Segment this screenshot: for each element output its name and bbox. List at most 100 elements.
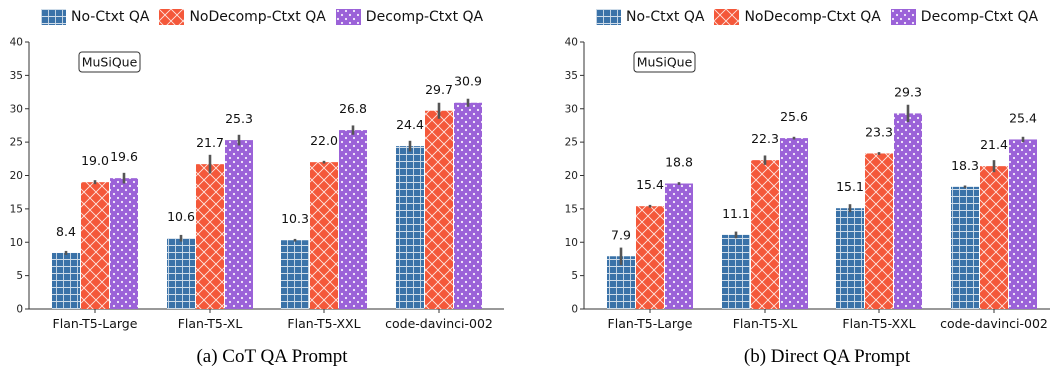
- value-label: 10.6: [167, 209, 195, 224]
- value-label: 26.8: [339, 101, 367, 116]
- value-label: 22.3: [751, 131, 779, 146]
- bar: [751, 160, 779, 309]
- value-label: 23.3: [865, 124, 893, 139]
- value-label: 7.9: [611, 227, 631, 242]
- legend-swatch-dots: [335, 9, 361, 25]
- legend-swatch-dots: [890, 9, 916, 25]
- legend-item-nodecomp: NoDecomp-Ctxt QA: [159, 9, 326, 25]
- bar: [951, 186, 979, 309]
- value-label: 21.7: [196, 135, 224, 150]
- dataset-annotation: MuSiQue: [633, 51, 696, 73]
- legend-swatch-crosshatch: [159, 9, 185, 25]
- x-tick-label: Flan-T5-XXL: [842, 316, 915, 331]
- y-tick-label: 15: [565, 203, 578, 215]
- value-label: 29.3: [894, 84, 922, 99]
- y-tick-label: 10: [10, 237, 23, 249]
- bar: [722, 234, 750, 309]
- y-tick-label: 20: [10, 170, 23, 182]
- value-label: 25.4: [1009, 110, 1037, 125]
- annotation-text: MuSiQue: [82, 55, 138, 70]
- value-label: 19.6: [110, 149, 138, 164]
- x-tick-label: Flan-T5-XL: [733, 316, 798, 331]
- legend-item-nodecomp: NoDecomp-Ctxt QA: [714, 9, 881, 25]
- legend-label: No-Ctxt QA: [71, 9, 150, 25]
- chart-panel-direct: 0 5 10 15 20 25 30 35 40 MuSiQue 7.9 15.418.8 Flan-T…: [565, 37, 1050, 331]
- bar: [607, 256, 635, 309]
- value-label: 19.0: [81, 153, 109, 168]
- legend-label: No-Ctxt QA: [626, 9, 705, 25]
- bar: [454, 102, 482, 310]
- y-tick-label: 5: [16, 270, 23, 282]
- x-tick-label: Flan-T5-Large: [608, 316, 693, 331]
- y-tick-label: 30: [565, 103, 578, 115]
- bar: [865, 153, 893, 309]
- value-label: 18.8: [665, 155, 693, 170]
- legend-label: NoDecomp-Ctxt QA: [189, 9, 326, 25]
- bar: [780, 138, 808, 309]
- bar: [636, 206, 664, 309]
- value-label: 22.0: [310, 133, 338, 148]
- bar: [665, 183, 693, 309]
- legend-label: NoDecomp-Ctxt QA: [744, 9, 881, 25]
- bar: [310, 162, 338, 309]
- y-tick-label: 20: [565, 170, 578, 182]
- y-tick-label: 40: [10, 37, 23, 49]
- legend-swatch-crosshatch: [714, 9, 740, 25]
- value-label: 18.3: [951, 158, 979, 173]
- value-label: 21.4: [980, 137, 1008, 152]
- bar: [52, 252, 80, 309]
- legend-item-no-ctxt: No-Ctxt QA: [41, 9, 149, 25]
- y-tick-label: 0: [571, 304, 578, 316]
- value-label: 29.7: [425, 82, 453, 97]
- value-label: 15.4: [636, 177, 664, 192]
- x-tick-label: Flan-T5-XXL: [287, 316, 360, 331]
- y-tick-label: 0: [16, 304, 23, 316]
- y-tick-label: 5: [571, 270, 578, 282]
- legend-left: No-Ctxt QA NoDecomp-Ctxt QA Decomp-Ctxt …: [41, 6, 483, 28]
- bar: [81, 182, 109, 309]
- y-tick-label: 35: [10, 70, 23, 82]
- bar: [339, 130, 367, 309]
- bar: [1009, 139, 1037, 309]
- legend-swatch-grid: [596, 9, 621, 25]
- bar: [980, 166, 1008, 309]
- value-label: 24.4: [396, 117, 424, 132]
- legend-right: No-Ctxt QA NoDecomp-Ctxt QA Decomp-Ctxt …: [596, 6, 1038, 28]
- value-label: 11.1: [722, 206, 750, 221]
- x-tick-label: code-davinci-002: [940, 316, 1048, 331]
- value-label: 30.9: [454, 74, 482, 89]
- bar: [894, 113, 922, 309]
- caption-cot: (a) CoT QA Prompt: [196, 346, 348, 367]
- x-tick-label: Flan-T5-XL: [178, 316, 243, 331]
- legend-item-decomp: Decomp-Ctxt QA: [335, 9, 483, 25]
- y-tick-label: 15: [10, 203, 23, 215]
- dataset-annotation: MuSiQue: [78, 51, 141, 73]
- legend-item-decomp: Decomp-Ctxt QA: [890, 9, 1039, 25]
- y-tick-label: 25: [10, 137, 23, 149]
- y-tick-label: 30: [10, 103, 23, 115]
- value-label: 15.1: [836, 179, 864, 194]
- value-label: 25.3: [225, 111, 253, 126]
- chart-panel-cot: 0 5 10 15 20 25 30 35 40 MuSiQue 8.4 19.0 19.6 Flan-T…: [10, 37, 504, 331]
- bar: [425, 110, 453, 309]
- x-tick-label: Flan-T5-Large: [53, 316, 138, 331]
- bar: [281, 240, 309, 309]
- x-tick-label: code-davinci-002: [385, 316, 493, 331]
- y-tick-label: 10: [565, 237, 578, 249]
- bar: [836, 208, 864, 309]
- y-tick-label: 40: [565, 37, 578, 49]
- legend-label: Decomp-Ctxt QA: [920, 9, 1039, 25]
- y-tick-label: 25: [565, 137, 578, 149]
- annotation-text: MuSiQue: [637, 55, 693, 70]
- value-label: 25.6: [780, 109, 808, 124]
- y-tick-label: 35: [565, 70, 578, 82]
- bar: [396, 146, 424, 309]
- value-label: 8.4: [56, 224, 76, 239]
- bar: [225, 140, 253, 309]
- caption-direct: (b) Direct QA Prompt: [743, 346, 911, 367]
- bar: [196, 164, 224, 309]
- bar: [110, 178, 138, 309]
- bar: [167, 238, 195, 309]
- legend-item-no-ctxt: No-Ctxt QA: [596, 9, 704, 25]
